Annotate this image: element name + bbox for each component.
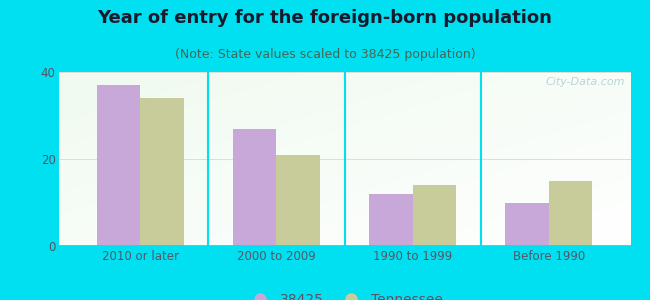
Text: Year of entry for the foreign-born population: Year of entry for the foreign-born popul… (98, 9, 552, 27)
Text: (Note: State values scaled to 38425 population): (Note: State values scaled to 38425 popu… (175, 48, 475, 61)
Bar (369, 194, 413, 246)
Bar (97, 85, 140, 246)
Legend: 38425, Tennessee: 38425, Tennessee (240, 287, 448, 300)
Bar (413, 185, 456, 246)
Bar (549, 181, 592, 246)
Bar (505, 202, 549, 246)
Bar (233, 128, 276, 246)
Bar (140, 98, 184, 246)
Bar (276, 154, 320, 246)
Text: City-Data.com: City-Data.com (545, 77, 625, 87)
